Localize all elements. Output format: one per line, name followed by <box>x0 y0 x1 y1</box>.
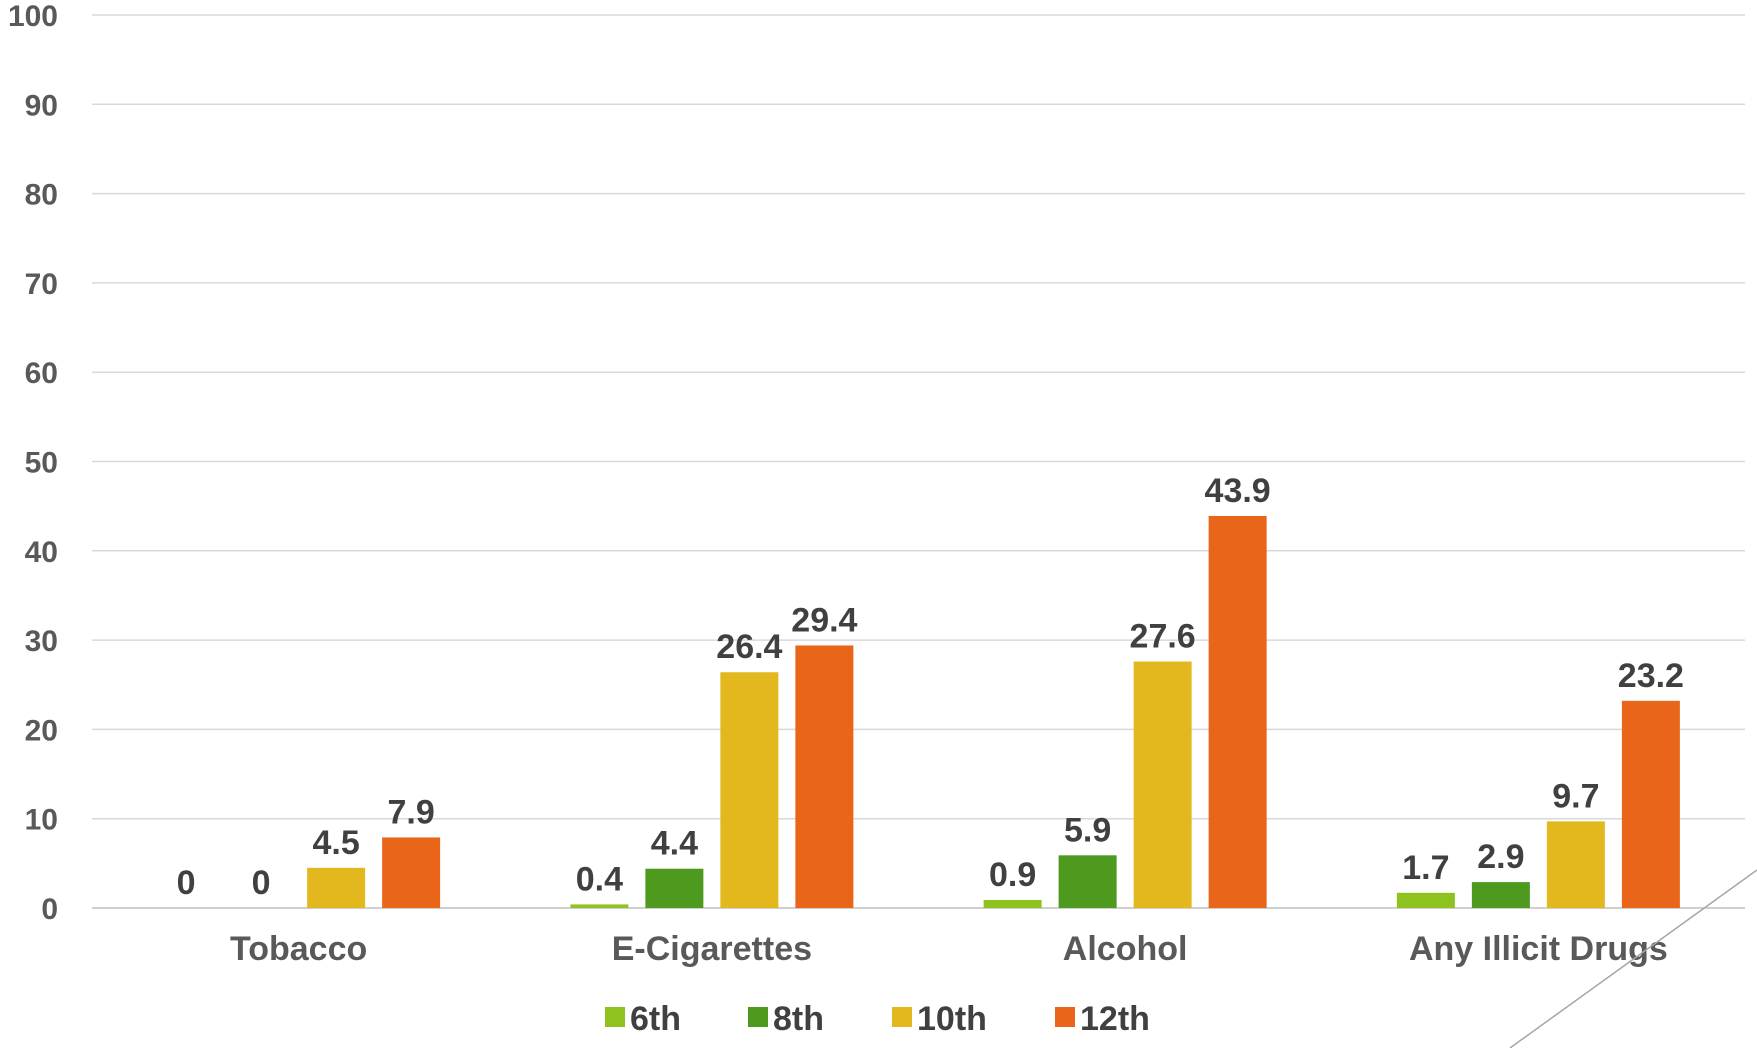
bar <box>1621 700 1680 908</box>
y-tick-label: 40 <box>25 536 58 569</box>
data-label: 2.9 <box>1477 838 1524 876</box>
legend-label: 10th <box>917 1000 987 1038</box>
data-labels: 0 0 4.5 7.9 0.4 4.4 26.429.4 0.9 5.9 27.6 43.9 1.7 2… <box>177 472 1684 902</box>
data-label: 27.6 <box>1130 618 1196 656</box>
gridlines <box>92 14 1745 909</box>
data-label: 9.7 <box>1552 777 1599 815</box>
bar <box>1546 821 1605 908</box>
legend-swatch <box>605 1007 625 1027</box>
category-label: E-Cigarettes <box>612 930 812 968</box>
y-tick-label: 50 <box>25 447 58 480</box>
bar <box>307 867 366 908</box>
legend-label: 6th <box>630 1000 681 1038</box>
bar <box>1471 882 1530 908</box>
y-tick-label: 90 <box>25 89 58 122</box>
legend: 6th 8th 10th 12th <box>605 1000 1150 1038</box>
data-label: 7.9 <box>387 793 434 831</box>
bar <box>795 645 854 908</box>
y-axis-tick-labels: 0 10 20 30 40 50 60 70 80 90 100 <box>8 0 58 926</box>
decorative-diagonal-line <box>1509 869 1757 1048</box>
legend-label: 12th <box>1080 1000 1150 1038</box>
category-label: Any Illicit Drugs <box>1409 930 1668 968</box>
legend-swatch <box>748 1007 768 1027</box>
bar <box>1208 515 1267 908</box>
data-label: 0.4 <box>576 860 623 898</box>
y-tick-label: 80 <box>25 179 58 212</box>
bar <box>1133 661 1192 908</box>
bar <box>645 868 704 908</box>
data-label: 0 <box>177 864 196 902</box>
bar <box>1058 855 1117 908</box>
bar <box>983 899 1042 908</box>
bar <box>382 837 441 908</box>
data-label: 43.9 <box>1205 472 1271 510</box>
x-axis-category-labels: Tobacco E-Cigarettes Alcohol Any Illicit Dr… <box>230 930 1668 968</box>
legend-label: 8th <box>773 1000 824 1038</box>
y-tick-label: 100 <box>8 0 58 33</box>
y-tick-label: 10 <box>25 804 58 837</box>
bar <box>720 672 779 908</box>
legend-swatch <box>1055 1007 1075 1027</box>
bar <box>1396 892 1455 908</box>
category-label: Tobacco <box>230 930 367 968</box>
category-label: Alcohol <box>1063 930 1188 968</box>
data-label: 0 <box>252 864 271 902</box>
data-label: 5.9 <box>1064 811 1111 849</box>
data-label: 23.2 <box>1618 657 1684 695</box>
legend-swatch <box>892 1007 912 1027</box>
y-tick-label: 0 <box>41 893 58 926</box>
data-label: 29.4 <box>791 601 857 639</box>
bars <box>307 515 1680 908</box>
data-label: 4.5 <box>312 824 359 862</box>
data-label: 1.7 <box>1402 849 1449 887</box>
bar <box>570 904 629 908</box>
data-label: 4.4 <box>651 825 698 863</box>
y-tick-label: 20 <box>25 714 58 747</box>
data-label: 26.4 <box>716 628 782 666</box>
data-label: 0.9 <box>989 856 1036 894</box>
y-tick-label: 30 <box>25 625 58 658</box>
y-tick-label: 70 <box>25 268 58 301</box>
y-tick-label: 60 <box>25 357 58 390</box>
